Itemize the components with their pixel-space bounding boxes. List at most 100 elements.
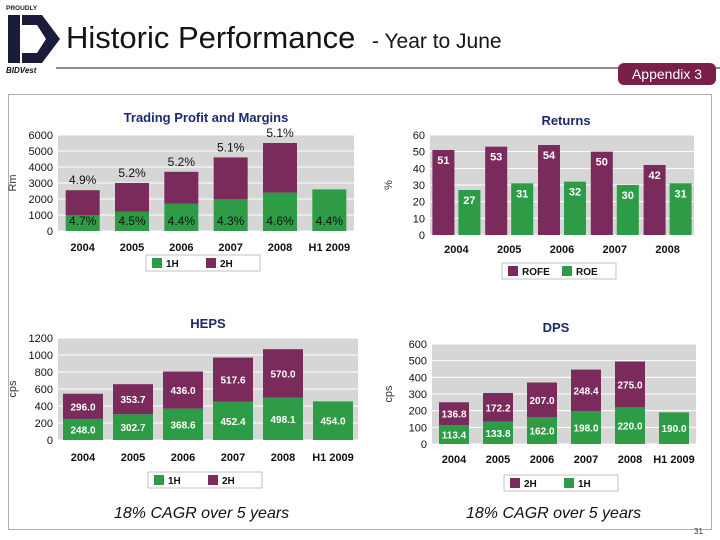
bar-1h <box>263 192 297 231</box>
data-label-2h: 207.0 <box>529 396 554 407</box>
y-axis-label: cps <box>383 385 395 403</box>
x-tick-label: 2007 <box>574 454 598 466</box>
margin-label-2h: 4.9% <box>69 173 97 187</box>
bar-2h <box>163 371 203 409</box>
bar-1h <box>213 401 253 440</box>
chart-title: Returns <box>541 113 590 128</box>
y-tick-label: 10 <box>413 213 425 225</box>
data-label-1h: 113.4 <box>442 431 467 442</box>
bar-2h <box>615 361 645 408</box>
y-axis-label: Rm <box>8 174 19 191</box>
bar-1h <box>439 425 469 444</box>
data-label-1h: 454.0 <box>320 417 345 428</box>
data-label-roe: 31 <box>516 188 528 200</box>
data-label-rofe: 53 <box>490 152 502 164</box>
bar-1h <box>313 401 353 440</box>
x-tick-label: 2005 <box>486 454 510 466</box>
plot-area: 0 100 200 300 400 500 600 <box>409 339 696 451</box>
bar-1h <box>63 418 103 440</box>
data-label-1h: 190.0 <box>661 424 686 435</box>
margin-label-1h: 4.4% <box>316 214 344 228</box>
plot-area: 0 200 400 600 800 1000 1200 <box>29 333 358 447</box>
plot-area: 0 1000 2000 3000 4000 5000 6000 <box>29 130 354 238</box>
legend-box <box>503 474 619 492</box>
bar-roe <box>458 190 481 235</box>
y-tick-label: 300 <box>409 389 427 401</box>
legend-box <box>147 471 263 489</box>
bar-1h <box>164 203 199 231</box>
bar-2h <box>263 349 303 398</box>
bar-1h <box>483 421 513 444</box>
legend-box <box>501 262 617 280</box>
data-label-rofe: 51 <box>437 155 449 167</box>
bar-1h <box>65 215 100 231</box>
bar-2h <box>213 157 248 199</box>
y-tick-label: 0 <box>47 226 53 238</box>
y-tick-label: 4000 <box>29 162 53 174</box>
data-label-1h: 498.1 <box>270 415 295 426</box>
dps-chart: 0 100 200 300 400 500 600 DPS cps 2004 113.4 136.8 2… <box>383 320 696 492</box>
legend-swatch <box>208 475 218 485</box>
y-tick-label: 30 <box>413 180 425 192</box>
x-tick-label: 2005 <box>120 242 144 254</box>
bar-2h <box>164 171 199 204</box>
legend-label: 2H <box>220 259 233 270</box>
appendix-badge: Appendix 3 <box>618 63 716 85</box>
y-tick-label: 2000 <box>29 194 53 206</box>
x-tick-label: 2006 <box>171 452 195 464</box>
y-tick-label: 0 <box>421 439 427 451</box>
bar-roe <box>564 181 586 235</box>
x-tick-label: 2006 <box>550 244 574 256</box>
y-tick-label: 1200 <box>29 333 53 345</box>
y-tick-label: 600 <box>409 339 427 351</box>
bar-2h <box>439 402 469 426</box>
returns-chart: 0 10 20 30 40 50 60 Returns% 51 27 2004 53 31 2005 54 3… <box>383 113 694 280</box>
y-tick-label: 6000 <box>29 130 53 142</box>
data-label-1h: 162.0 <box>529 427 554 438</box>
legend: 2H 1H <box>503 474 619 492</box>
x-tick-label: 2006 <box>169 242 193 254</box>
y-tick-label: 60 <box>413 130 425 142</box>
x-tick-label: 2004 <box>442 454 467 466</box>
data-label-2h: 517.6 <box>220 376 245 387</box>
legend-swatch <box>562 266 572 276</box>
margin-label-1h: 4.4% <box>168 214 196 228</box>
bar-roe <box>616 185 639 235</box>
x-tick-label: 2007 <box>221 452 245 464</box>
bar-1h <box>213 199 248 231</box>
data-label-roe: 31 <box>674 188 686 200</box>
margin-label-2h: 5.2% <box>118 166 146 180</box>
bidvest-logo: PROUDLY BIDVest <box>6 5 60 75</box>
y-tick-label: 200 <box>409 406 427 418</box>
x-tick-label: 2004 <box>71 452 96 464</box>
bar-2h <box>213 357 253 402</box>
y-axis-label: cps <box>8 380 19 398</box>
logo-tagline: PROUDLY <box>6 5 38 12</box>
legend-label: 1H <box>168 476 181 487</box>
y-tick-label: 1000 <box>29 210 53 222</box>
page-subtitle: - Year to June <box>372 30 502 53</box>
bar-roe <box>669 183 692 235</box>
x-tick-label: 2008 <box>618 454 642 466</box>
legend-swatch <box>206 258 216 268</box>
legend-swatch <box>508 266 518 276</box>
legend-label: ROE <box>576 267 598 278</box>
margin-label-1h: 4.7% <box>69 214 97 228</box>
chart-title: Trading Profit and Margins <box>124 110 289 125</box>
y-axis-label: % <box>383 180 395 190</box>
legend-swatch <box>152 258 162 268</box>
bar-1h <box>571 411 601 444</box>
content-frame <box>8 94 712 530</box>
x-tick-label: H1 2009 <box>312 452 354 464</box>
data-label-2h: 275.0 <box>617 380 642 391</box>
data-label-2h: 136.8 <box>441 410 466 421</box>
data-label-1h: 220.0 <box>617 422 642 433</box>
data-label-1h: 198.0 <box>573 424 598 435</box>
bar-rofe <box>432 150 455 235</box>
legend-label: 2H <box>524 479 537 490</box>
x-tick-label: 2005 <box>121 452 145 464</box>
trading-profit-chart: 0 1000 2000 3000 4000 5000 6000 Trading Profit … <box>8 110 354 272</box>
legend-swatch <box>510 478 520 488</box>
data-label-2h: 570.0 <box>270 369 295 380</box>
data-label-2h: 353.7 <box>120 395 145 406</box>
